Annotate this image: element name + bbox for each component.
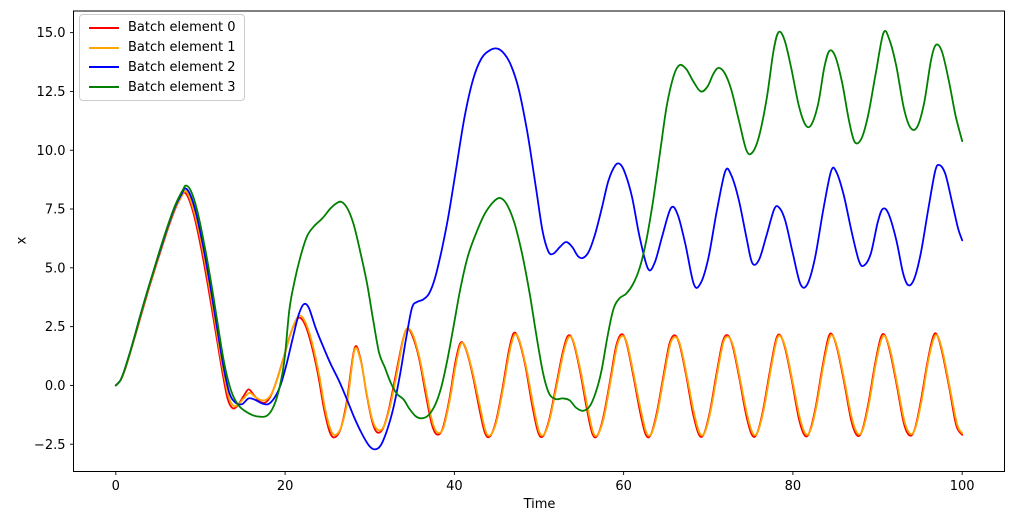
legend-label: Batch element 3 [128, 79, 236, 95]
x-axis-title: Time [523, 497, 556, 512]
y-tick-label: 7.5 [45, 203, 66, 218]
axes-spines [73, 10, 1005, 472]
y-tick-label: 15.0 [37, 26, 66, 41]
y-tick-label: 5.0 [45, 261, 66, 276]
legend: Batch element 0 Batch element 1 Batch elem… [79, 14, 245, 101]
x-tick-label: 60 [615, 479, 632, 494]
legend-line-swatch [89, 26, 119, 29]
y-tick-label: −2.5 [34, 438, 66, 453]
series-line-2 [114, 47, 964, 451]
y-tick-label: 0.0 [45, 379, 66, 394]
y-tick-label: 2.5 [45, 320, 66, 335]
legend-line-swatch [89, 86, 119, 89]
plot-area [114, 29, 964, 451]
legend-label: Batch element 0 [128, 20, 236, 36]
legend-label: Batch element 1 [128, 40, 236, 56]
y-axis-title: x [14, 236, 30, 245]
legend-line-swatch [89, 46, 119, 49]
x-tick-label: 80 [785, 479, 802, 494]
x-tick-label: 20 [277, 479, 294, 494]
x-tick-label: 40 [446, 479, 463, 494]
x-tick-label: 0 [112, 479, 120, 494]
legend-item: Batch element 2 [89, 58, 236, 78]
y-tick-label: 10.0 [37, 144, 66, 159]
legend-line-swatch [89, 66, 119, 69]
y-tick-label: 12.5 [37, 85, 66, 100]
series-line-3 [114, 29, 964, 420]
legend-item: Batch element 3 [89, 77, 236, 97]
x-tick-label: 100 [950, 479, 975, 494]
legend-item: Batch element 0 [89, 18, 236, 38]
series-line-1 [114, 189, 964, 437]
legend-label: Batch element 2 [128, 59, 236, 75]
legend-item: Batch element 1 [89, 38, 236, 58]
